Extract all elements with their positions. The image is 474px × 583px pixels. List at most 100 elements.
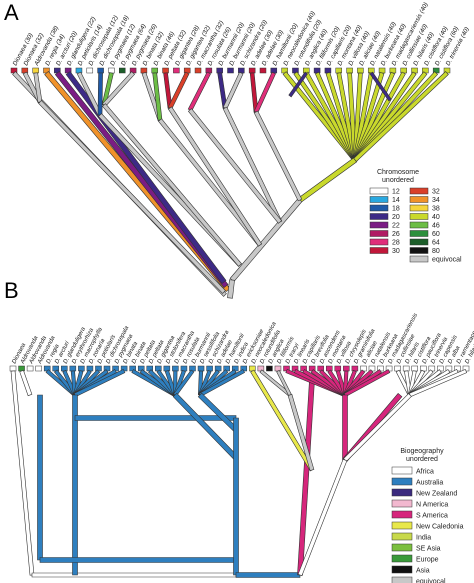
panel-b-tip-state — [155, 365, 162, 372]
panel-a-legend-swatch — [409, 238, 429, 246]
panel-a-legend-swatch — [409, 255, 429, 263]
panel-a-legend-swatch — [369, 187, 389, 195]
panel-a-legend-swatch — [369, 204, 389, 212]
panel-a-legend-swatch — [369, 247, 389, 254]
panel-b-legend-swatch — [391, 521, 413, 530]
panel-a-tip-state — [173, 67, 180, 74]
panel-a-legend-swatch — [369, 230, 389, 237]
panel-b-tip-state — [343, 365, 350, 372]
panel-b-tip-state — [189, 365, 196, 372]
panel-b-legend-swatch — [391, 543, 413, 552]
panel-b-legend-label: New Zealand — [416, 491, 457, 498]
panel-b-legend-label: Asia — [416, 568, 430, 575]
panel-b-tip-state — [26, 365, 34, 372]
panel-a-legend-swatch — [369, 213, 389, 220]
panel-a-tip-state — [194, 67, 202, 74]
panel-a-tree: Dionaea (30)Dionaea (32)Aldrovanda (38)D… — [10, 1, 471, 299]
panel-a-tip-state — [335, 67, 342, 74]
panel-b-legend-swatch — [391, 565, 413, 574]
panel-b-tip-state — [360, 365, 367, 372]
panel-a-branch — [253, 110, 303, 202]
panel-a-branch — [102, 103, 242, 267]
panel-b-legend-subtitle: unordered — [406, 456, 438, 463]
panel-b-tip-label: D. hilaris — [464, 342, 474, 365]
panel-a-legend-swatch — [409, 196, 429, 203]
panel-b-tip-state — [214, 365, 222, 372]
panel-b-legend-label: SE Asia — [416, 546, 441, 553]
panel-a-tip-state — [216, 67, 223, 74]
panel-a-branch — [97, 72, 103, 116]
panel-a-tip-state — [162, 67, 169, 74]
panel-b-legend-swatch — [391, 576, 413, 583]
panel-a-branch — [253, 71, 276, 114]
panel-b-tip-state — [9, 365, 17, 372]
panel-a-branch — [222, 106, 283, 224]
panel-a-legend-label: 30 — [392, 248, 400, 255]
panel-a-branch — [65, 71, 227, 284]
panel-b-tip-state — [163, 365, 171, 372]
panel-a-branch — [288, 71, 308, 98]
panel-b-legend-label: Europe — [416, 557, 439, 564]
panel-b-tip-state — [317, 365, 324, 372]
panel-b-branch — [233, 417, 239, 576]
panel-b-tip-state — [35, 365, 42, 372]
panel-b-legend-swatch — [391, 466, 413, 475]
panel-b-letter: B — [4, 278, 19, 303]
panel-a-legend-label: 32 — [432, 189, 440, 196]
panel-a-legend-label: 64 — [432, 240, 440, 247]
panel-b-tip-state — [411, 365, 418, 372]
panel-b-tip-state — [402, 365, 410, 372]
panel-b-branch — [250, 369, 315, 472]
panel-a-legend-label: 80 — [432, 248, 440, 255]
panel-a-root — [227, 279, 235, 299]
panel-b-tip-state — [197, 365, 205, 372]
panel-b-branch — [10, 370, 35, 576]
panel-b-branch — [74, 415, 237, 421]
panel-a-branch — [229, 197, 303, 283]
panel-b-legend-label: India — [416, 535, 431, 542]
panel-b-tip-state — [78, 365, 85, 372]
panel-b-branch — [235, 572, 301, 578]
panel-a-legend-label: 22 — [392, 223, 400, 230]
panel-a-legend-label: 28 — [392, 240, 400, 247]
panel-a-legend-swatch — [409, 230, 429, 237]
panel-b-tip-state — [172, 365, 179, 372]
panel-a-legend-label: 14 — [392, 197, 400, 204]
panel-a-branch — [187, 108, 283, 224]
panel-a-legend-label: 20 — [392, 214, 400, 221]
panel-a-legend-swatch — [409, 221, 429, 229]
panel-b-legend-swatch — [391, 510, 413, 519]
panel-b-tip-state — [257, 365, 265, 372]
panel-a-legend-label: 38 — [432, 206, 440, 213]
panel-a-branch — [369, 71, 392, 102]
panel-a-tip-state — [86, 67, 94, 74]
panel-a-tip-state — [97, 67, 104, 74]
panel-a-legend-swatch — [409, 247, 429, 254]
panel-b-legend-label: Australia — [416, 480, 443, 487]
panel-a-branch — [167, 71, 190, 110]
panel-b-branch — [297, 458, 348, 577]
panel-a-branch — [167, 106, 263, 247]
panel-a-legend-swatch — [409, 204, 429, 212]
panel-b-tip-state — [325, 365, 333, 372]
panel-b-legend-swatch — [391, 499, 413, 508]
panel-a-tip-state — [151, 67, 158, 74]
panel-b-branch — [37, 394, 43, 561]
panel-b-tip-state — [420, 365, 427, 372]
panel-b-branch — [19, 369, 33, 397]
panel-a-legend-swatch — [369, 196, 389, 203]
panel-a-branch — [222, 71, 244, 110]
panel-b-legend-title: Biogeography — [400, 448, 444, 455]
panel-b-tip-state — [394, 365, 401, 372]
panel-b-tip-state — [61, 365, 68, 372]
panel-b-tip-state — [69, 365, 77, 372]
panel-b-branch — [342, 394, 348, 461]
panel-b-legend-label: N America — [416, 502, 448, 509]
panel-a-legend-label: 26 — [392, 231, 400, 238]
panel-a-legend-label: 18 — [392, 206, 400, 213]
panel-b-tip-state — [334, 365, 342, 372]
panel-a-tip-state — [357, 67, 364, 74]
panel-a-legend-label: 46 — [432, 223, 440, 230]
